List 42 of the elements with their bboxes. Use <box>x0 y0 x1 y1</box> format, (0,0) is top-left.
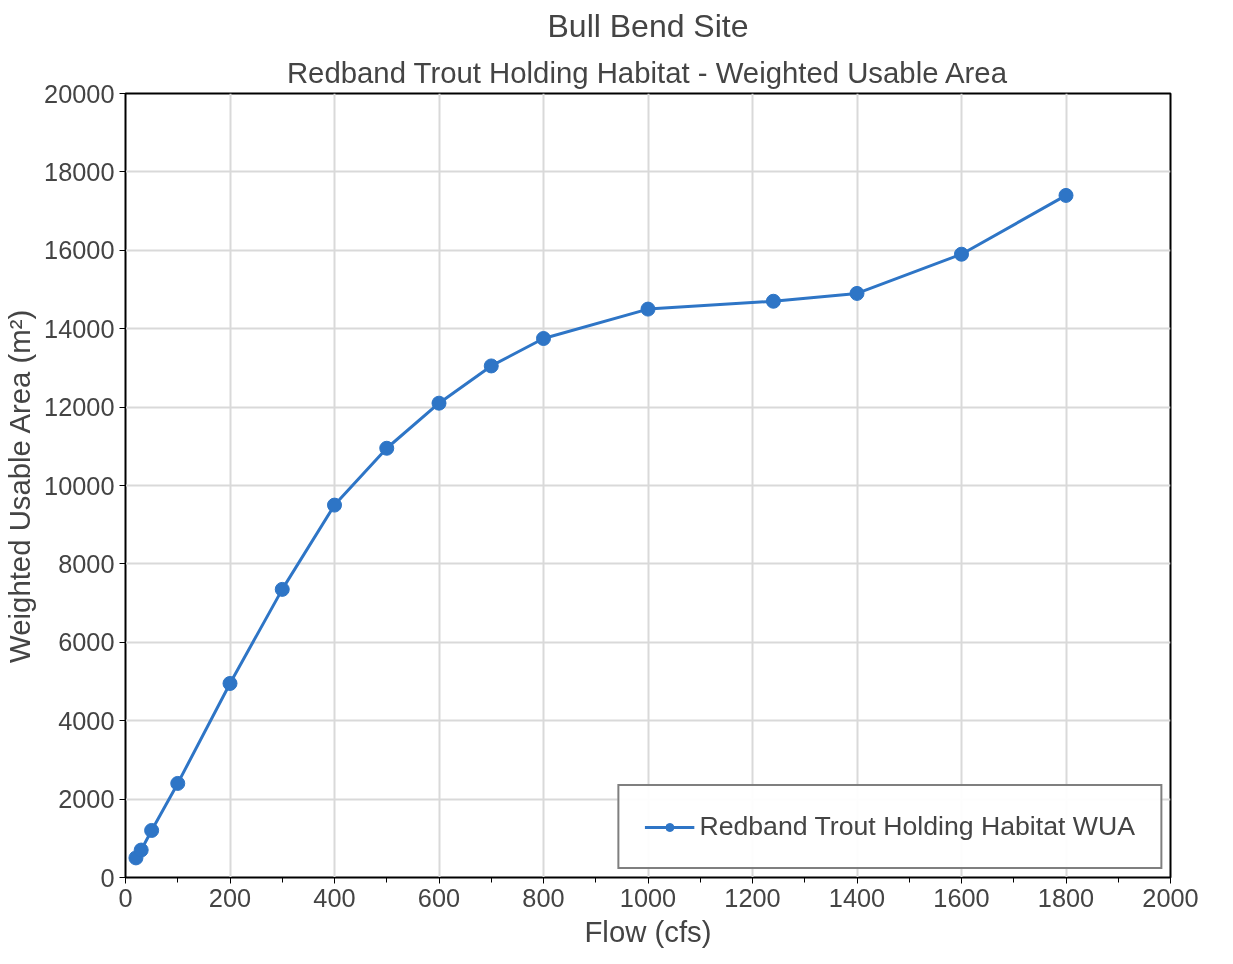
point <box>431 395 447 411</box>
y-tick-label: 10000 <box>44 471 115 500</box>
x-tick-label: 200 <box>208 883 252 912</box>
point <box>954 246 969 262</box>
y-tick-label: 6000 <box>58 628 115 657</box>
point <box>379 440 395 456</box>
y-tick-label: 16000 <box>44 236 115 265</box>
x-tick-label: 1000 <box>619 883 677 912</box>
point <box>640 301 656 317</box>
point <box>483 358 499 374</box>
x-tick-label: 1800 <box>1037 883 1095 912</box>
point <box>765 293 781 309</box>
x-tick-label: 400 <box>313 883 356 912</box>
x-tick-label: 1600 <box>933 883 990 912</box>
y-tick-label: 18000 <box>44 157 115 186</box>
x-axis-title: Flow (cfs) <box>584 914 712 948</box>
y-tick-label: 8000 <box>58 549 115 578</box>
x-tick-label: 0 <box>118 883 133 912</box>
point <box>170 775 186 791</box>
y-tick-label: 4000 <box>58 706 115 735</box>
x-tick-label: 1400 <box>828 883 886 912</box>
point <box>222 675 238 691</box>
x-tick-label: 600 <box>417 883 461 912</box>
point <box>133 842 149 858</box>
point <box>536 331 551 346</box>
point <box>327 497 342 513</box>
point <box>849 285 865 301</box>
y-axis-title: Weighted Usable Area (m²) <box>3 309 37 663</box>
y-tick-label: 12000 <box>44 393 115 422</box>
point <box>144 822 160 838</box>
y-tick-label: 20000 <box>44 79 115 108</box>
point <box>274 581 290 597</box>
x-tick-label: 2000 <box>1142 883 1199 912</box>
chart-subtitle: Redband Trout Holding Habitat - Weighted Usable Area <box>286 55 1008 89</box>
x-tick-label: 1200 <box>724 883 781 912</box>
legend-label: Redband Trout Holding Habitat WUA <box>699 811 1135 842</box>
y-tick-label: 2000 <box>58 785 115 814</box>
x-tick-label: 800 <box>522 883 565 912</box>
y-tick-label: 14000 <box>44 314 115 343</box>
y-tick-label: 0 <box>100 863 115 892</box>
point <box>1058 187 1074 203</box>
chart-title: Bull Bend Site <box>547 7 749 44</box>
